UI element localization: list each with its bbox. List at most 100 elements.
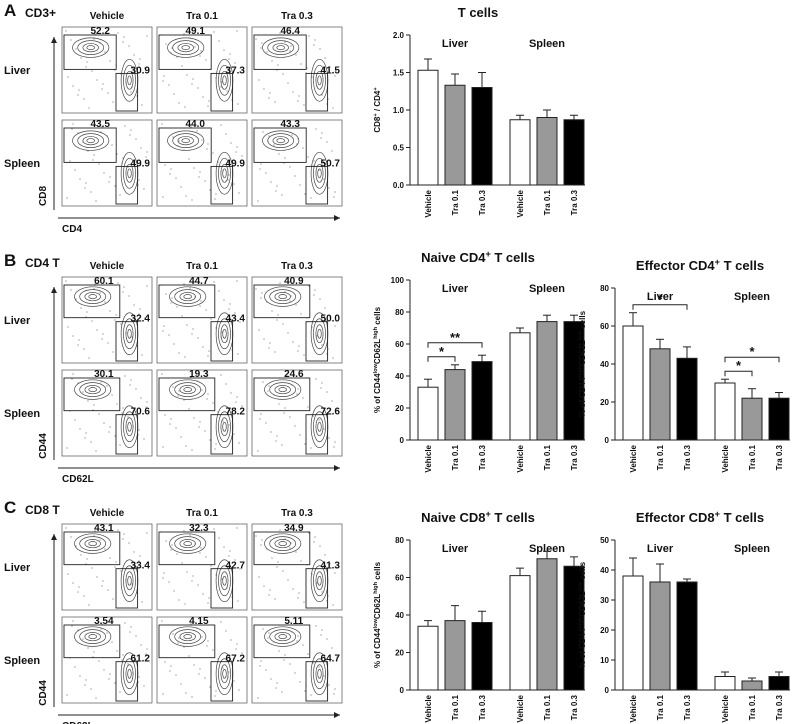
event-dot xyxy=(198,673,200,675)
event-dot xyxy=(198,176,200,178)
event-dot xyxy=(331,400,333,402)
event-dot xyxy=(207,143,209,145)
event-dot xyxy=(199,668,201,670)
y-tick-label: 100 xyxy=(391,276,405,285)
contour xyxy=(169,533,207,554)
event-dot xyxy=(108,431,110,433)
text-part: CD8 xyxy=(373,116,382,133)
event-dot xyxy=(171,297,173,299)
event-dot xyxy=(324,57,326,59)
event-dot xyxy=(266,51,268,53)
gate-percent: 41.5 xyxy=(321,65,341,76)
event-dot xyxy=(101,376,103,378)
rich-text: CD8+ / CD4+ xyxy=(373,87,382,133)
x-axis-label: CD62L xyxy=(62,721,94,724)
event-dot xyxy=(104,51,106,53)
contour xyxy=(84,632,101,642)
superscript: + xyxy=(715,509,720,519)
gate xyxy=(115,568,139,609)
event-dot xyxy=(199,305,201,307)
contour xyxy=(88,294,97,300)
bar xyxy=(563,565,585,691)
contour xyxy=(167,130,205,151)
event-dot xyxy=(302,397,304,399)
event-dot xyxy=(209,439,211,441)
event-dot xyxy=(111,394,113,396)
contour xyxy=(272,136,289,146)
event-dot xyxy=(213,281,215,283)
contour xyxy=(123,318,136,350)
event-dot xyxy=(144,564,146,566)
event-dot xyxy=(328,187,330,189)
event-dot xyxy=(141,104,143,106)
contour xyxy=(315,664,324,684)
event-dot xyxy=(129,134,131,136)
event-dot xyxy=(173,93,175,95)
event-dot xyxy=(122,654,124,656)
bar xyxy=(649,348,671,441)
column-header: Tra 0.3 xyxy=(281,508,313,519)
event-dot xyxy=(106,385,108,387)
event-dot xyxy=(208,100,210,102)
contour xyxy=(169,626,207,647)
event-dot xyxy=(183,646,185,648)
event-dot xyxy=(72,582,74,584)
event-dot xyxy=(257,200,259,202)
event-dot xyxy=(119,444,121,446)
event-dot xyxy=(191,83,193,85)
contour xyxy=(278,294,287,300)
event-dot xyxy=(276,319,278,321)
event-dot xyxy=(80,554,82,556)
event-dot xyxy=(135,138,137,140)
event-dot xyxy=(300,313,302,315)
event-dot xyxy=(183,33,185,35)
group-label: Liver xyxy=(442,283,469,295)
event-dot xyxy=(71,378,73,380)
event-dot xyxy=(233,680,235,682)
event-dot xyxy=(169,173,171,175)
event-dot xyxy=(274,101,276,103)
event-dot xyxy=(100,381,102,383)
event-dot xyxy=(234,312,236,314)
event-dot xyxy=(131,583,133,585)
contour xyxy=(125,664,134,684)
x-tick-label: Tra 0.3 xyxy=(570,444,579,470)
event-dot xyxy=(188,408,190,410)
event-dot xyxy=(191,696,193,698)
flow-plot-frame xyxy=(156,369,248,457)
contour xyxy=(174,289,202,304)
event-dot xyxy=(78,586,80,588)
event-dot xyxy=(313,541,315,543)
text-part: T cells xyxy=(458,5,498,20)
contour xyxy=(317,328,322,339)
event-dot xyxy=(201,389,203,391)
event-dot xyxy=(169,670,171,672)
event-dot xyxy=(302,147,304,149)
event-dot xyxy=(109,557,111,559)
contour xyxy=(125,324,134,344)
event-dot xyxy=(170,665,172,667)
event-dot xyxy=(239,71,241,73)
event-dot xyxy=(171,47,173,49)
text-part: % of CD44 xyxy=(578,628,587,668)
gate xyxy=(305,321,329,362)
event-dot xyxy=(162,80,164,82)
event-dot xyxy=(258,576,260,578)
y-tick-label: 40 xyxy=(395,611,404,620)
event-dot xyxy=(328,684,330,686)
event-dot xyxy=(209,189,211,191)
contour xyxy=(267,40,295,55)
contour xyxy=(274,632,291,642)
event-dot xyxy=(260,297,262,299)
contour xyxy=(82,43,99,53)
event-dot xyxy=(120,323,122,325)
population-label: CD3+ xyxy=(25,6,56,20)
contour xyxy=(169,286,207,307)
superscript: high xyxy=(373,326,379,338)
contour xyxy=(84,292,101,302)
rich-text: Naive CD8+ T cells xyxy=(421,509,535,525)
bar xyxy=(536,117,558,186)
contour xyxy=(123,64,136,96)
x-tick-label: Vehicle xyxy=(424,444,433,472)
event-dot xyxy=(282,570,284,572)
